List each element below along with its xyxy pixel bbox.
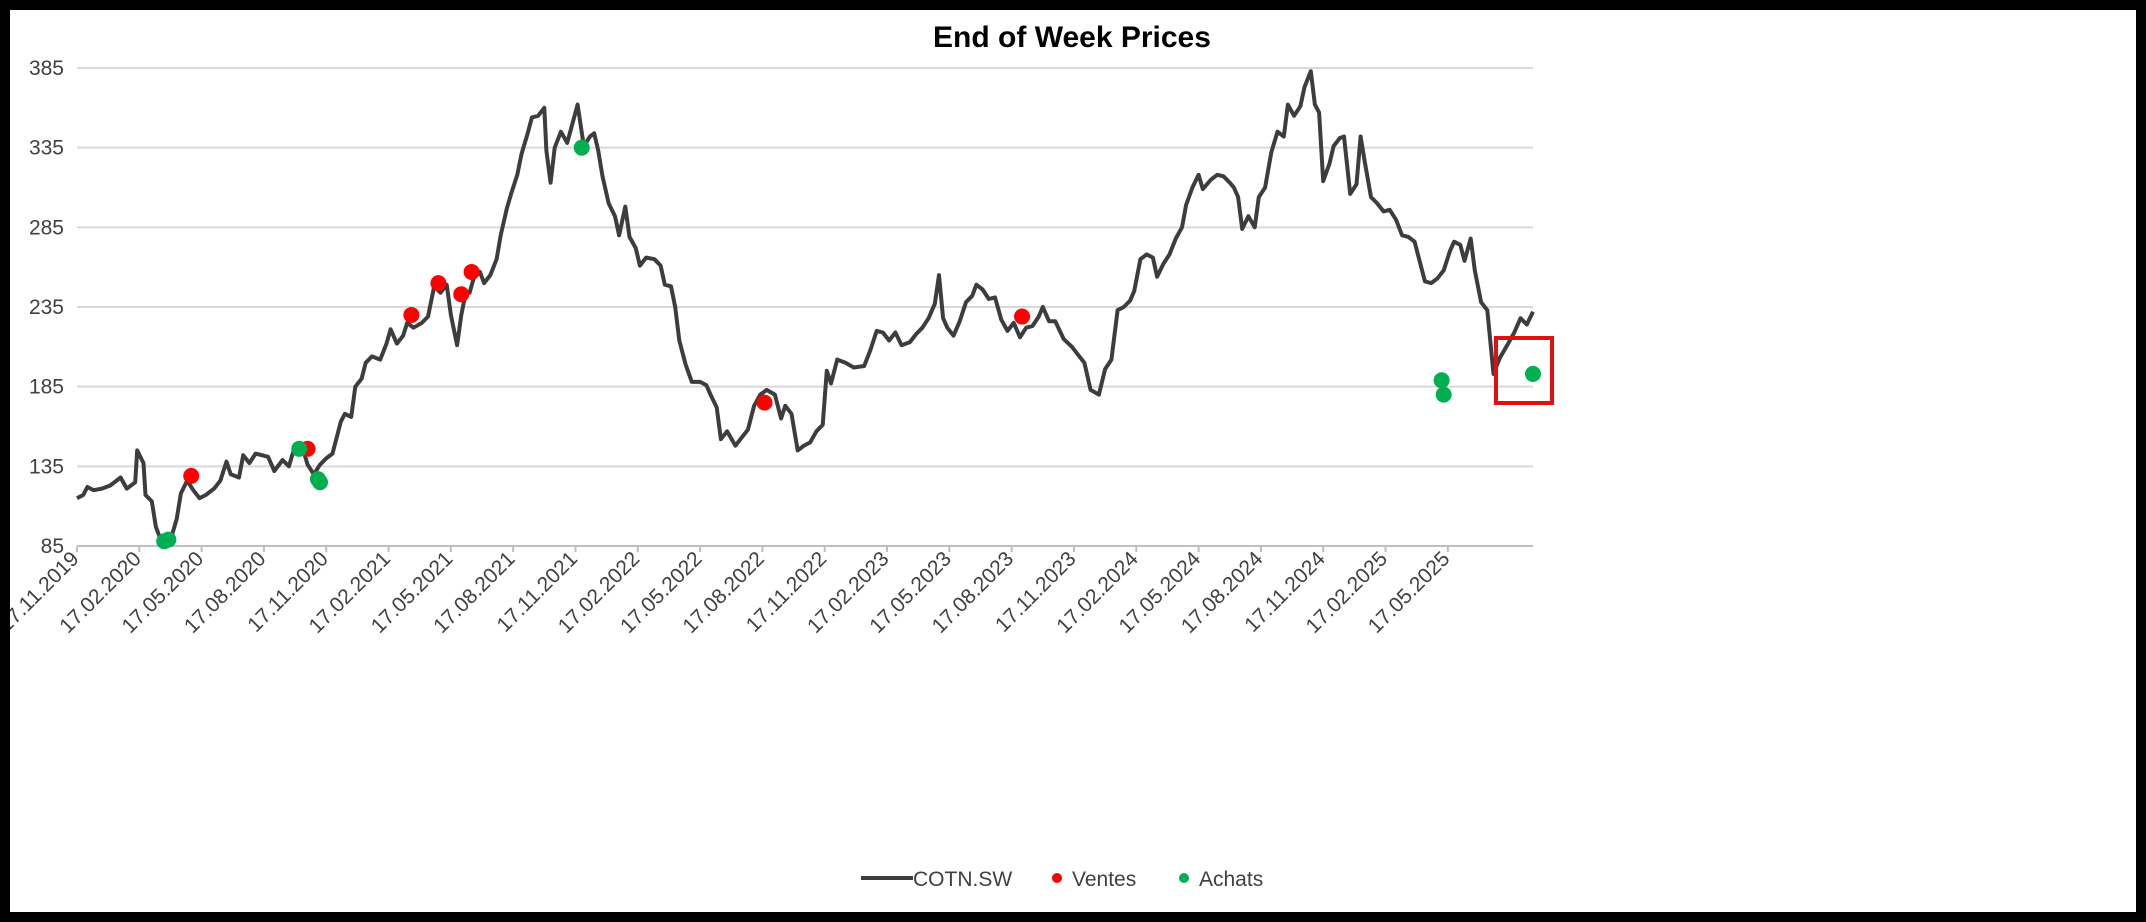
chart-frame: End of Week Prices 85 135 185 235 285 335 385 …	[10, 10, 2136, 912]
series-line-cotn	[76, 69, 1535, 545]
y-axis: 85 135 185 235 285 335 385	[29, 57, 64, 558]
series-layer	[76, 69, 1535, 545]
legend-label-ventes: Ventes	[1072, 868, 1136, 891]
marker-layer	[156, 139, 1541, 550]
chart-svg: End of Week Prices 85135185235285335385 …	[10, 21, 1554, 891]
legend-label-achats: Achats	[1199, 868, 1263, 891]
ventes-point	[430, 275, 447, 292]
highlight-box	[1494, 336, 1554, 405]
x-axis: 17.11.201917.02.202017.05.202017.08.2020…	[10, 545, 1533, 638]
legend: COTN.SW Ventes Achats	[861, 868, 1263, 891]
grid-layer	[77, 67, 1533, 547]
y-tick-label: 85	[41, 535, 64, 558]
chart-title: End of Week Prices	[933, 21, 1211, 54]
ventes-point	[183, 467, 200, 484]
y-tick-label: 385	[29, 57, 64, 80]
ventes-point	[756, 394, 773, 411]
y-tick-label: 285	[29, 216, 64, 239]
ventes-point	[453, 286, 470, 303]
y-tick-label: 235	[29, 296, 64, 319]
y-tick-label: 135	[29, 455, 64, 478]
ventes-point	[1014, 308, 1031, 325]
achats-point	[1433, 372, 1450, 389]
y-tick-label: 185	[29, 376, 64, 399]
achats-point	[312, 474, 329, 491]
legend-achats-swatch	[1179, 873, 1189, 883]
achats-point	[573, 139, 590, 156]
achats-point	[291, 440, 308, 457]
legend-label-cotn: COTN.SW	[913, 868, 1012, 891]
achats-point	[1435, 386, 1452, 403]
legend-ventes-swatch	[1052, 873, 1062, 883]
ventes-point	[463, 263, 480, 280]
ventes-point	[403, 306, 420, 323]
achats-point	[1525, 365, 1541, 382]
y-tick-label: 335	[29, 137, 64, 160]
achats-point	[160, 531, 177, 548]
